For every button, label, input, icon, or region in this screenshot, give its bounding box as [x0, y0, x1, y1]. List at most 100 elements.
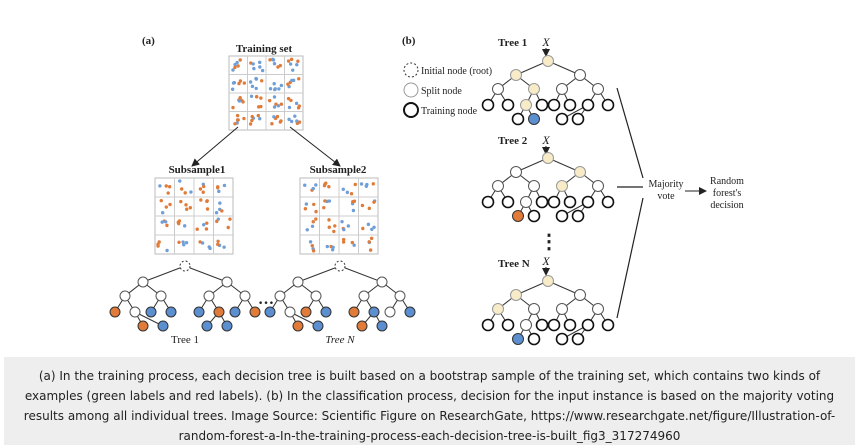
sample-dot — [312, 202, 316, 207]
sample-dot — [204, 227, 209, 231]
majority-vote-line2: vote — [657, 191, 675, 202]
leaf-node — [501, 195, 515, 209]
panel-a-tree1-label: Tree 1 — [171, 334, 199, 346]
sample-dot — [289, 98, 293, 103]
sample-dot — [165, 223, 169, 228]
sample-dot — [341, 240, 346, 244]
caption: (a) In the training process, each decisi… — [4, 357, 855, 445]
sample-dot — [199, 198, 203, 202]
sample-dot — [250, 118, 254, 123]
split-node — [394, 290, 406, 302]
sample-dot — [272, 115, 276, 119]
sample-dot — [372, 225, 376, 229]
panel-b-tree-n — [481, 275, 615, 346]
sample-dot — [295, 119, 299, 123]
sample-dot — [345, 190, 350, 195]
sample-dot — [250, 84, 255, 89]
leaf-node — [547, 98, 561, 112]
leaf-node — [501, 98, 515, 112]
leaf-node — [547, 195, 561, 209]
blue-leaf-node — [528, 113, 540, 125]
split-node — [137, 276, 149, 288]
split-node — [492, 83, 504, 95]
leaf-node — [601, 98, 615, 112]
sample-dot — [288, 62, 293, 66]
sample-dot — [279, 83, 284, 88]
sample-dot — [314, 217, 318, 221]
sample-dot — [157, 240, 161, 244]
sample-dot — [177, 240, 181, 244]
sample-dot — [217, 189, 221, 194]
sample-dot — [342, 227, 346, 232]
panel-b-tree1-label: Tree 1 — [498, 37, 527, 49]
sample-dot — [258, 117, 262, 121]
sample-dot — [274, 102, 278, 106]
sample-dot — [237, 99, 242, 103]
sample-dot — [233, 65, 237, 70]
sample-dot — [235, 118, 240, 122]
orange-leaf-node — [137, 320, 149, 332]
sample-dot — [241, 100, 245, 104]
majority-vote-line1: Majority — [649, 179, 684, 190]
sample-dot — [327, 185, 331, 189]
sample-dot — [372, 200, 376, 204]
sample-dot — [270, 122, 274, 126]
sample-dot — [248, 122, 253, 126]
panel-b-treeN-label: Tree N — [498, 258, 530, 270]
sample-dot — [369, 236, 374, 241]
tree-edge — [142, 265, 186, 283]
sample-dot — [188, 206, 193, 210]
legend: Initial node (root) Split node Training … — [403, 62, 492, 118]
subsample2-grid — [299, 177, 379, 255]
tree-edge — [184, 265, 228, 283]
sample-dot — [201, 190, 205, 194]
sample-dot — [216, 186, 220, 190]
split-node — [556, 83, 568, 95]
root-node — [542, 275, 554, 287]
sample-dot — [236, 64, 240, 68]
sample-dot — [182, 243, 186, 247]
sample-dot — [311, 249, 316, 253]
sample-dot — [305, 228, 309, 232]
panel-a-tree-n — [264, 260, 416, 332]
sample-dot — [179, 199, 183, 204]
vertical-ellipsis: ⋮ — [539, 231, 559, 253]
sample-dot — [268, 87, 273, 91]
sample-dot — [340, 219, 344, 224]
split-node — [510, 166, 522, 178]
orange-leaf-node — [348, 306, 360, 318]
split-node — [129, 306, 141, 318]
leaf-node — [535, 195, 549, 209]
blue-leaf-node — [376, 320, 388, 332]
sample-dot — [164, 205, 168, 209]
vote-line-tree1 — [616, 87, 644, 179]
blue-leaf-node — [404, 306, 416, 318]
sample-dot — [235, 113, 240, 118]
figure-canvas: (a) Training set Subsample1 Subsample2 …… — [109, 35, 744, 346]
leaf-node — [601, 195, 615, 209]
legend-training-node: Training node — [421, 106, 478, 117]
orange-leaf-node — [213, 306, 225, 318]
sample-dot — [359, 182, 364, 186]
sample-dot — [184, 203, 188, 207]
leaf-node — [481, 98, 495, 112]
blue-leaf-node — [229, 306, 241, 318]
sample-dot — [323, 182, 327, 187]
sample-dot — [164, 184, 168, 188]
sample-dot — [179, 187, 184, 191]
sample-dot — [272, 62, 277, 66]
blue-leaf-node — [145, 306, 157, 318]
leaf-node — [563, 318, 577, 332]
sample-dot — [220, 209, 224, 213]
sample-dot — [238, 79, 243, 83]
sample-dot — [195, 227, 199, 231]
blue-leaf-node — [320, 306, 332, 318]
sample-dot — [200, 241, 205, 245]
sample-dot — [295, 63, 299, 67]
sample-dot — [218, 201, 222, 205]
sample-dot — [222, 245, 226, 249]
sample-dot — [327, 199, 332, 203]
leaf-node — [571, 112, 585, 126]
sample-dot — [216, 242, 220, 247]
sample-dot — [286, 59, 291, 63]
